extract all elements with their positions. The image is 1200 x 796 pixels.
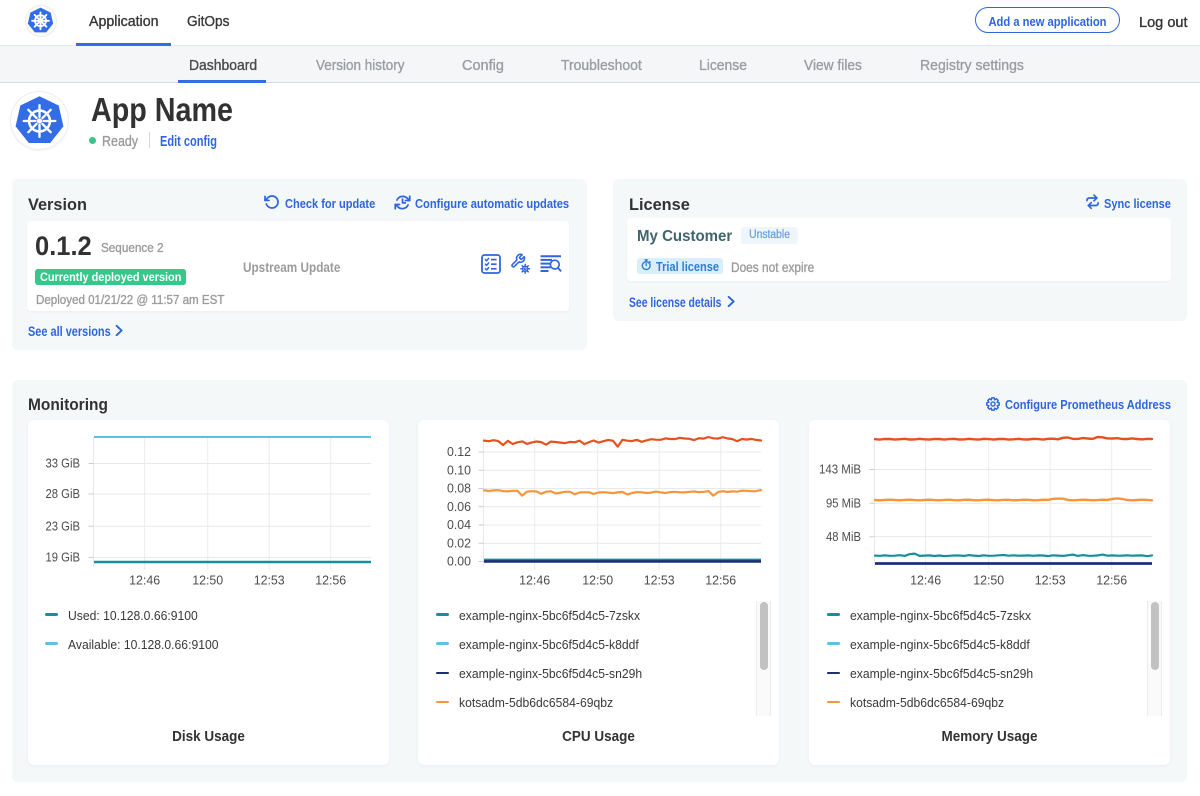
svg-text:12:53: 12:53 [1035,574,1066,588]
svg-text:0.02: 0.02 [447,536,471,550]
svg-text:0.10: 0.10 [447,463,471,477]
svg-text:12:56: 12:56 [1096,574,1127,588]
svg-text:0.00: 0.00 [447,555,471,569]
svg-text:19 GiB: 19 GiB [46,551,81,565]
svg-text:12:53: 12:53 [644,574,675,588]
svg-text:12:46: 12:46 [519,574,550,588]
svg-text:12:50: 12:50 [973,574,1004,588]
svg-text:12:50: 12:50 [582,574,613,588]
svg-text:95 MiB: 95 MiB [826,497,861,511]
svg-text:0.06: 0.06 [447,500,471,514]
svg-text:33 GiB: 33 GiB [46,457,81,471]
svg-text:0.08: 0.08 [447,482,471,496]
svg-text:12:56: 12:56 [315,574,346,588]
svg-text:23 GiB: 23 GiB [46,520,81,534]
svg-text:28 GiB: 28 GiB [46,487,81,501]
svg-text:12:56: 12:56 [705,574,736,588]
svg-text:12:46: 12:46 [910,574,941,588]
svg-text:0.12: 0.12 [447,445,471,459]
svg-text:12:46: 12:46 [129,574,160,588]
svg-text:12:50: 12:50 [192,574,223,588]
svg-text:143 MiB: 143 MiB [819,463,861,477]
svg-text:12:53: 12:53 [254,574,285,588]
svg-text:0.04: 0.04 [447,518,471,532]
svg-text:48 MiB: 48 MiB [826,530,861,544]
